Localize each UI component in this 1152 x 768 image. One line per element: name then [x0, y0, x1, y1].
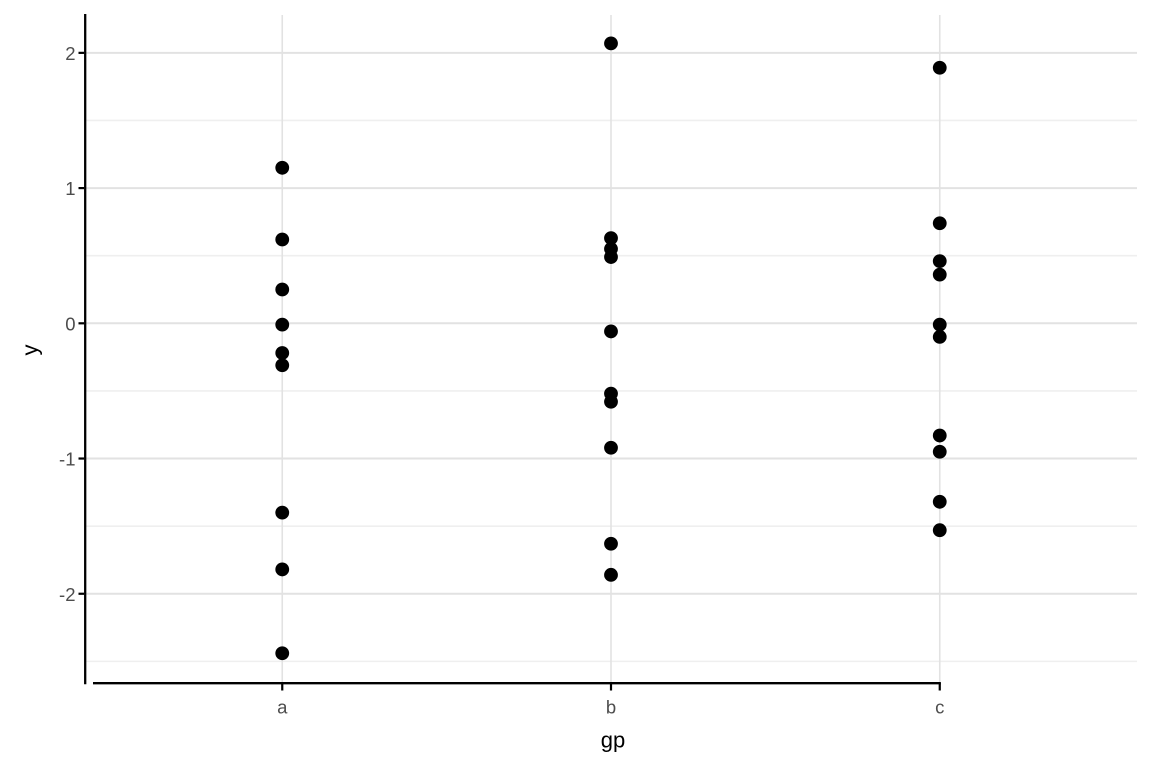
y-tick-label: 1 — [65, 178, 75, 199]
data-point — [932, 329, 947, 344]
data-point — [604, 440, 618, 455]
grid-layer — [85, 15, 1137, 683]
data-point — [932, 317, 947, 332]
data-point — [604, 567, 618, 582]
y-tick-label: 2 — [65, 43, 75, 64]
data-point — [275, 358, 290, 373]
axes-layer: 2 1 0 -1 -2 a b c — [59, 14, 944, 718]
data-point — [932, 267, 947, 282]
data-point — [275, 346, 290, 360]
y-tick-label: -2 — [59, 584, 75, 605]
y-tick-label: 0 — [65, 313, 75, 334]
data-point — [932, 254, 947, 269]
data-point — [604, 36, 618, 51]
y-axis-title: y — [18, 345, 43, 356]
data-point — [932, 428, 947, 443]
data-point — [604, 231, 618, 246]
data-point — [275, 505, 290, 520]
data-point — [932, 216, 947, 231]
y-tick-label: -1 — [59, 449, 75, 470]
x-axis-title: gp — [601, 728, 625, 753]
points-layer — [275, 36, 947, 661]
data-point — [275, 282, 290, 297]
data-point — [932, 494, 947, 509]
data-point — [932, 523, 947, 538]
x-tick-label: a — [277, 697, 288, 718]
x-tick-label: b — [606, 697, 616, 718]
data-point — [932, 444, 947, 459]
data-point — [604, 250, 618, 264]
data-point — [932, 60, 947, 75]
data-point — [275, 562, 290, 577]
data-point — [604, 394, 618, 409]
data-point — [275, 232, 290, 247]
data-point — [604, 324, 618, 339]
data-point — [275, 317, 290, 332]
data-point — [275, 646, 290, 661]
data-point — [604, 536, 618, 551]
x-tick-label: c — [935, 697, 944, 718]
data-point — [275, 160, 290, 175]
